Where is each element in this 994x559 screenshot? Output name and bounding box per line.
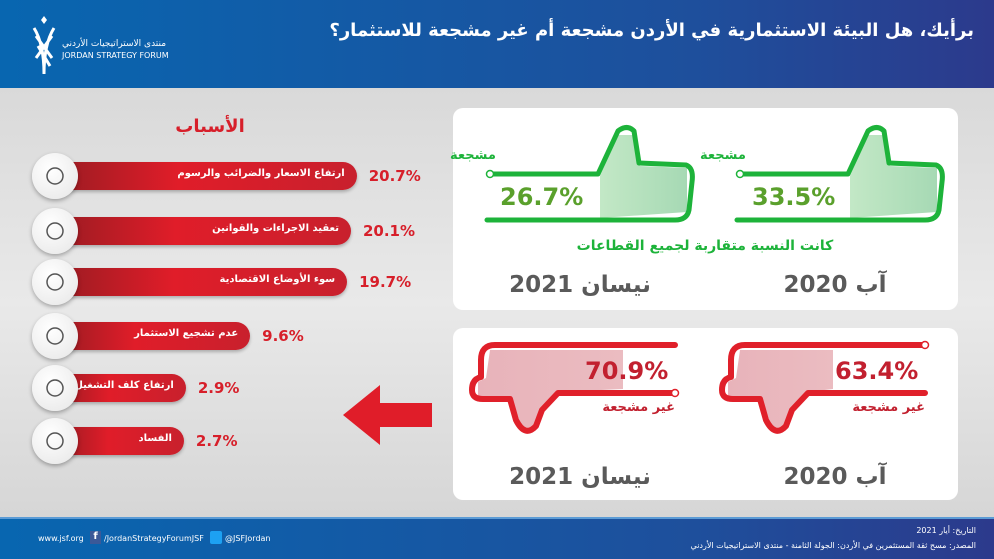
date-text: التاريخ: أيار 2021 [916,526,976,535]
reasons-title: الأسباب [175,116,245,137]
reason-label: تعقيد الاجراءات والقوانين [212,223,339,234]
reason-label: الفساد [138,433,172,444]
facebook-link[interactable]: /JordanStrategyForumJSF [104,534,204,543]
discouraging-label-2020: غير مشجعة [852,400,925,415]
reason-bar: تعقيد الاجراءات والقوانين [58,217,351,245]
date-2020-bottom: آب 2020 [783,464,887,490]
footer: www.jsf.org f /JordanStrategyForumJSF @J… [0,517,994,559]
page-title: برأيك، هل البيئة الاستثمارية في الأردن م… [329,20,974,41]
encouraging-value-2020: 33.5% [752,183,836,211]
documents-search-icon [32,208,78,254]
reason-label: عدم تشجيع الاستثمار [134,328,239,339]
down-arrow-icon [32,259,78,305]
logo-english-text: JORDAN STRATEGY FORUM [62,51,169,60]
encouraging-label-2021: مشجعة [450,148,496,163]
reason-value: 2.7% [195,432,238,450]
date-2021: نيسان 2021 [509,272,651,298]
reason-value: 20.1% [362,222,415,240]
twitter-icon [210,531,222,544]
discouraging-value-2020: 63.4% [835,357,919,385]
twitter-link[interactable]: @JSFJordan [225,534,271,543]
jsf-logo-icon [32,16,56,75]
discouraging-value-2021: 70.9% [585,357,669,385]
hand-coins-icon [32,365,78,411]
no-corruption-icon [32,418,78,464]
date-2020: آب 2020 [783,272,887,298]
reason-label: ارتفاع الاسعار والضرائب والرسوم [177,168,345,179]
reason-value: 20.7% [368,167,421,185]
briefcase-chart-icon [32,313,78,359]
encouraging-label-2020: مشجعة [700,148,746,163]
left-arrow-icon [343,385,432,445]
reason-value: 19.7% [359,273,412,291]
reason-value: 9.6% [262,327,304,345]
reason-label: ارتفاع كلف التشغيل [74,380,174,391]
reason-label: سوء الأوضاع الاقتصادية [219,274,336,285]
money-growth-icon [32,153,78,199]
facebook-icon: f [90,531,101,544]
reason-bar: ارتفاع كلف التشغيل [58,374,186,402]
discouraging-label-2021: غير مشجعة [602,400,675,415]
date-2021-bottom: نيسان 2021 [509,464,651,490]
website-link[interactable]: www.jsf.org [38,534,84,543]
encouraging-note: كانت النسبة متقاربة لجميع القطاعات [576,238,834,254]
encouraging-value-2021: 26.7% [500,183,584,211]
reason-bar: الفساد [58,427,184,455]
reason-bar: سوء الأوضاع الاقتصادية [58,268,348,296]
reason-value: 2.9% [197,379,240,397]
source-text: المصدر: مسح ثقة المستثمرين في الأردن: ال… [690,541,976,550]
header: منتدى الاستراتيجيات الأردني JORDAN STRAT… [0,0,994,88]
logo-arabic-text: منتدى الاستراتيجيات الأردني [62,39,167,49]
reason-bar: ارتفاع الاسعار والضرائب والرسوم [58,162,357,190]
reason-bar: عدم تشجيع الاستثمار [58,322,251,350]
